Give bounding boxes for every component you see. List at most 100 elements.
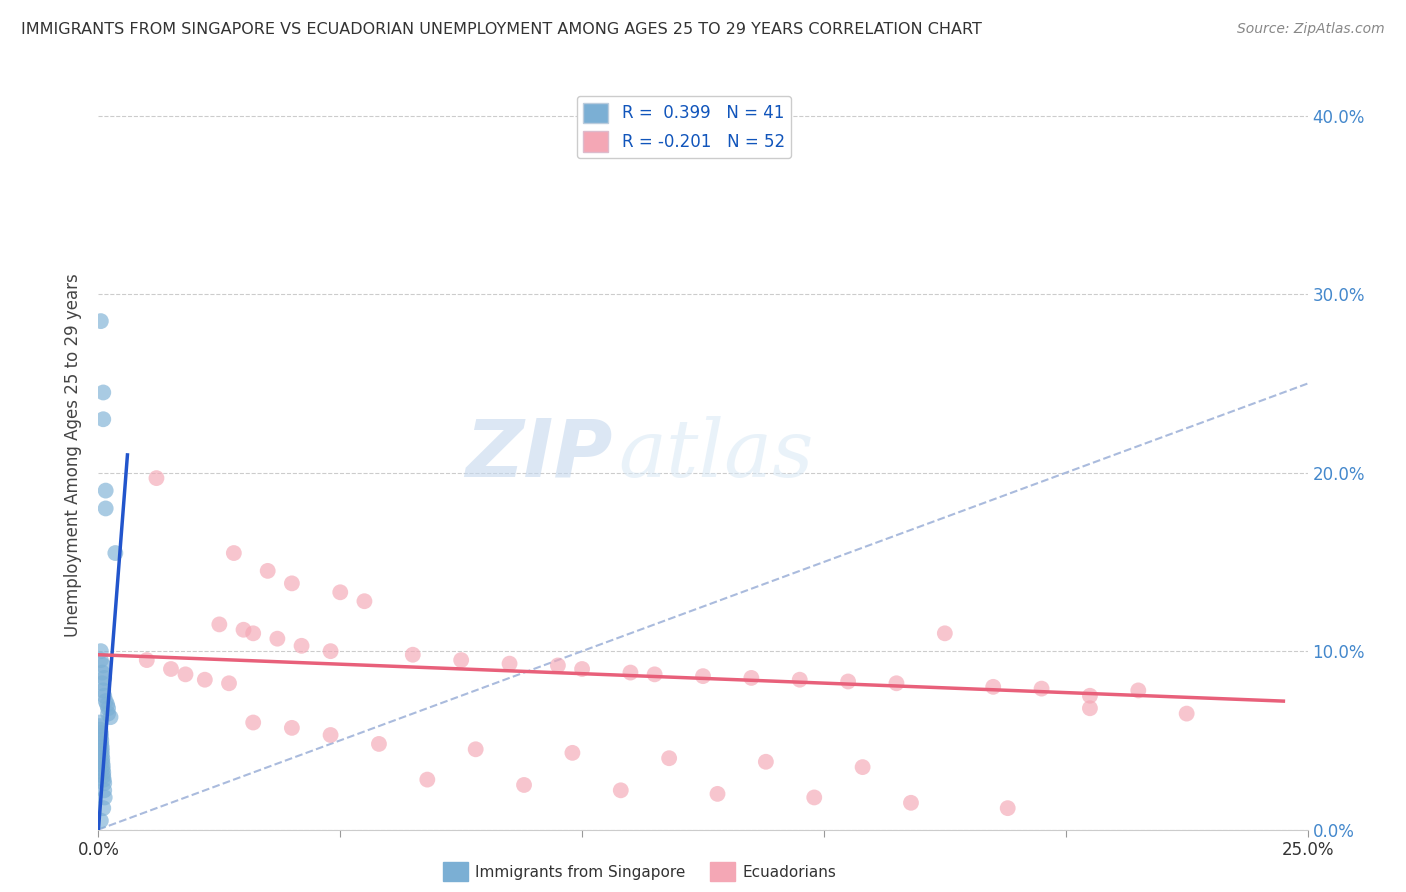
Text: ZIP: ZIP — [465, 416, 613, 494]
Point — [91, 758, 114, 772]
Point — [232, 623, 254, 637]
Point — [755, 755, 778, 769]
Point — [1128, 683, 1150, 698]
Point — [1031, 681, 1053, 696]
Point — [91, 801, 114, 815]
Point — [561, 746, 583, 760]
Point — [100, 710, 122, 724]
Point — [266, 632, 288, 646]
Point — [222, 546, 245, 560]
Point — [319, 644, 342, 658]
Point — [104, 546, 127, 560]
Point — [90, 747, 112, 762]
Point — [91, 755, 114, 769]
Point — [94, 483, 117, 498]
Text: Source: ZipAtlas.com: Source: ZipAtlas.com — [1237, 22, 1385, 37]
Point — [498, 657, 520, 671]
Point — [997, 801, 1019, 815]
Point — [319, 728, 342, 742]
Point — [256, 564, 278, 578]
Point — [281, 721, 304, 735]
Point — [91, 385, 114, 400]
Point — [450, 653, 472, 667]
Point — [91, 765, 114, 780]
Point — [93, 790, 115, 805]
Point — [94, 501, 117, 516]
Point — [89, 715, 111, 730]
Point — [94, 694, 117, 708]
Point — [145, 471, 167, 485]
Point — [97, 701, 120, 715]
Point — [90, 314, 112, 328]
Legend: R =  0.399   N = 41, R = -0.201   N = 52: R = 0.399 N = 41, R = -0.201 N = 52 — [576, 96, 792, 159]
Text: Ecuadorians: Ecuadorians — [742, 865, 837, 880]
Point — [93, 772, 115, 787]
Point — [96, 698, 118, 712]
Text: Immigrants from Singapore: Immigrants from Singapore — [475, 865, 686, 880]
Point — [513, 778, 536, 792]
Point — [610, 783, 633, 797]
Point — [416, 772, 439, 787]
Point — [90, 726, 112, 740]
Point — [218, 676, 240, 690]
Point — [90, 737, 112, 751]
Point — [91, 769, 114, 783]
Point — [803, 790, 825, 805]
Point — [93, 783, 115, 797]
Text: IMMIGRANTS FROM SINGAPORE VS ECUADORIAN UNEMPLOYMENT AMONG AGES 25 TO 29 YEARS C: IMMIGRANTS FROM SINGAPORE VS ECUADORIAN … — [21, 22, 981, 37]
Point — [658, 751, 681, 765]
Point — [368, 737, 391, 751]
Point — [740, 671, 762, 685]
Point — [837, 674, 859, 689]
Point — [692, 669, 714, 683]
Point — [135, 653, 157, 667]
Y-axis label: Unemployment Among Ages 25 to 29 years: Unemployment Among Ages 25 to 29 years — [65, 273, 83, 637]
Point — [97, 706, 120, 721]
Point — [90, 730, 112, 744]
Point — [91, 665, 114, 680]
Point — [160, 662, 183, 676]
Point — [90, 744, 112, 758]
Point — [886, 676, 908, 690]
Point — [329, 585, 352, 599]
Point — [706, 787, 728, 801]
Point — [900, 796, 922, 810]
Point — [353, 594, 375, 608]
Point — [91, 658, 114, 673]
Point — [174, 667, 197, 681]
Point — [1175, 706, 1198, 721]
Point — [1078, 689, 1101, 703]
Point — [789, 673, 811, 687]
Point — [644, 667, 666, 681]
Point — [547, 658, 569, 673]
Point — [981, 680, 1004, 694]
Point — [1078, 701, 1101, 715]
Point — [242, 626, 264, 640]
Point — [90, 814, 112, 828]
Point — [290, 639, 312, 653]
Point — [852, 760, 875, 774]
Point — [934, 626, 956, 640]
Point — [90, 653, 112, 667]
Point — [90, 740, 112, 755]
Point — [91, 762, 114, 776]
Point — [89, 723, 111, 737]
Point — [619, 665, 641, 680]
Point — [93, 689, 115, 703]
Text: atlas: atlas — [619, 417, 814, 493]
Point — [90, 733, 112, 747]
Point — [93, 671, 115, 685]
Point — [281, 576, 304, 591]
Point — [402, 648, 425, 662]
Point — [91, 676, 114, 690]
Point — [89, 719, 111, 733]
Point — [91, 412, 114, 426]
Point — [91, 683, 114, 698]
Point — [242, 715, 264, 730]
Point — [91, 751, 114, 765]
Point — [464, 742, 486, 756]
Point — [571, 662, 593, 676]
Point — [90, 644, 112, 658]
Point — [93, 776, 115, 790]
Point — [208, 617, 231, 632]
